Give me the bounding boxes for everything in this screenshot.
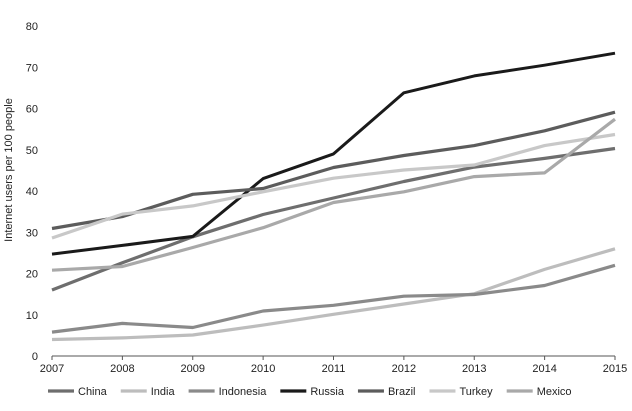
legend-item-brazil: Brazil (357, 386, 416, 398)
legend-label: Mexico (537, 386, 572, 398)
series-line-mexico (51, 117, 616, 272)
x-tick-label: 2008 (110, 363, 134, 375)
y-tick-label: 10 (26, 310, 38, 322)
x-axis-ticks: 2007 2008 2009 2010 2011 2012 2013 2014 2015 (40, 356, 627, 375)
x-tick-label: 2009 (181, 363, 205, 375)
y-axis-title: Internet users per 100 people (3, 98, 15, 242)
y-tick-label: 60 (26, 104, 38, 116)
series-line-turkey (51, 132, 616, 240)
legend-item-russia: Russia (280, 386, 345, 398)
legend-item-india: India (120, 386, 176, 398)
series-lines (51, 51, 616, 342)
y-tick-label: 30 (26, 227, 38, 239)
y-tick-label: 20 (26, 269, 38, 281)
series-line-brazil (51, 110, 616, 231)
x-tick-label: 2007 (40, 363, 64, 375)
legend-label: Indonesia (219, 386, 268, 398)
series-line-china (51, 146, 616, 292)
legend-label: Brazil (388, 386, 416, 398)
legend-label: India (151, 386, 176, 398)
x-tick-label: 2015 (603, 363, 627, 375)
legend-label: Russia (310, 386, 345, 398)
series-line-india (51, 247, 616, 342)
y-tick-label: 40 (26, 186, 38, 198)
y-tick-label: 80 (26, 21, 38, 33)
series-line-indonesia (51, 263, 616, 334)
x-tick-label: 2013 (462, 363, 486, 375)
y-axis-ticks: 0 10 20 30 40 50 60 70 80 (26, 21, 38, 363)
x-tick-label: 2010 (251, 363, 275, 375)
legend-item-turkey: Turkey (429, 386, 493, 398)
x-tick-label: 2014 (532, 363, 556, 375)
legend-item-mexico: Mexico (506, 386, 572, 398)
legend-item-china: China (48, 386, 108, 398)
x-tick-label: 2012 (392, 363, 416, 375)
series-line-russia (51, 51, 616, 256)
legend-label: Turkey (459, 386, 493, 398)
x-tick-label: 2011 (322, 363, 346, 375)
legend: China India Indonesia Russia Brazil Turkey Mex… (48, 386, 572, 398)
y-tick-label: 0 (32, 351, 38, 363)
y-tick-label: 50 (26, 145, 38, 157)
legend-item-indonesia: Indonesia (188, 386, 268, 398)
y-tick-label: 70 (26, 62, 38, 74)
legend-label: China (78, 386, 108, 398)
